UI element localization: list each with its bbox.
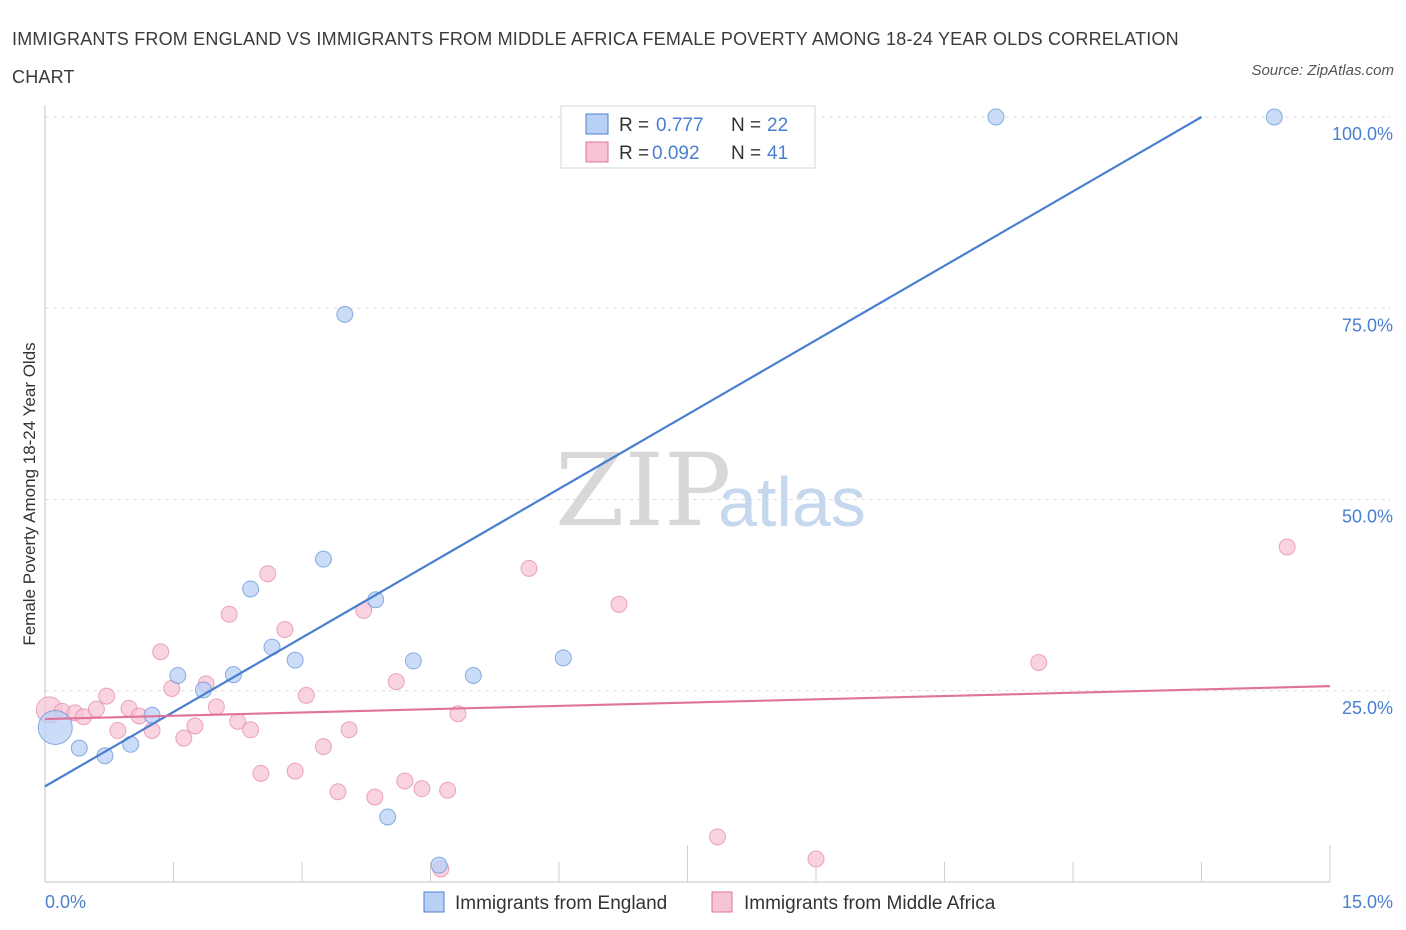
africa-point	[175, 729, 193, 747]
england-point	[314, 550, 332, 568]
legend-swatch-england	[585, 113, 609, 135]
england-point	[169, 666, 187, 684]
legend-n-value-africa: 41	[767, 143, 788, 164]
africa-point	[207, 698, 225, 716]
legend-n-label-england: N =	[731, 115, 761, 136]
africa-point	[329, 783, 347, 801]
england-point	[122, 735, 140, 753]
africa-point	[1278, 538, 1296, 556]
africa-point	[252, 764, 270, 782]
africa-point	[413, 780, 431, 798]
africa-point	[807, 850, 825, 868]
england-point	[404, 652, 422, 670]
legend-r-label-africa: R =	[619, 143, 649, 164]
legend-r-value-africa: 0.092	[652, 143, 700, 164]
africa-point	[259, 565, 277, 583]
y-tick-label-50: 50.0%	[1342, 507, 1393, 527]
gridlines	[45, 116, 1390, 692]
england-trend-line	[44, 116, 1203, 788]
england-point	[37, 709, 73, 745]
africa-point	[242, 721, 260, 739]
england-point	[1265, 108, 1283, 126]
x-tick-marks	[173, 845, 1331, 882]
series-legend-label-africa: Immigrants from Middle Africa	[744, 893, 996, 914]
watermark-atlas: atlas	[718, 463, 866, 541]
watermark-zip: ZIP	[555, 432, 731, 549]
africa-point	[366, 788, 384, 806]
series-legend: Immigrants from England Immigrants from …	[423, 891, 996, 914]
y-tick-label-25: 25.0%	[1342, 698, 1393, 718]
england-point	[286, 651, 304, 669]
africa-point	[276, 621, 294, 639]
africa-point	[152, 643, 170, 661]
africa-point	[396, 772, 414, 790]
africa-point	[520, 559, 538, 577]
y-tick-label-100: 100.0%	[1332, 124, 1393, 144]
africa-point	[610, 595, 628, 613]
africa-point	[1030, 653, 1048, 671]
series-legend-swatch-africa	[711, 891, 733, 913]
africa-point	[439, 781, 457, 799]
legend-r-value-england: 0.777	[656, 115, 704, 136]
england-point	[242, 580, 260, 598]
africa-trend-line	[44, 685, 1331, 721]
africa-point	[220, 605, 238, 623]
chart-title: IMMIGRANTS FROM ENGLAND VS IMMIGRANTS FR…	[12, 29, 1179, 87]
data-points	[35, 108, 1296, 878]
y-tick-labels: 100.0% 75.0% 50.0% 25.0%	[1332, 124, 1393, 718]
y-tick-label-75: 75.0%	[1342, 315, 1393, 335]
africa-point	[708, 828, 726, 846]
y-axis-label: Female Poverty Among 18-24 Year Olds	[20, 342, 39, 645]
england-point	[379, 808, 397, 826]
england-point	[464, 666, 482, 684]
x-tick-label-min: 0.0%	[45, 892, 86, 912]
africa-point	[109, 722, 127, 740]
stats-legend: R = 0.777 N = 22 R = 0.092 N = 41	[560, 105, 816, 169]
england-point	[987, 108, 1005, 126]
africa-point	[87, 700, 105, 718]
legend-n-value-england: 22	[767, 115, 788, 136]
africa-point	[98, 687, 116, 705]
legend-swatch-africa	[585, 141, 609, 163]
source-label: Source: ZipAtlas.com	[1251, 62, 1394, 79]
legend-n-label-africa: N =	[731, 143, 761, 164]
trend-lines	[44, 116, 1331, 788]
england-point	[430, 856, 448, 874]
africa-point	[340, 721, 358, 739]
africa-point	[286, 762, 304, 780]
africa-point	[186, 717, 204, 735]
series-legend-swatch-england	[423, 891, 445, 913]
africa-point	[387, 673, 405, 691]
series-legend-label-england: Immigrants from England	[455, 893, 667, 914]
africa-point	[314, 738, 332, 756]
x-tick-label-max: 15.0%	[1342, 892, 1393, 912]
africa-point	[449, 705, 467, 723]
england-point	[336, 305, 354, 323]
africa-point	[297, 686, 315, 704]
england-point	[70, 739, 88, 757]
england-point	[554, 649, 572, 667]
africa-point	[75, 708, 93, 726]
legend-r-label-england: R =	[619, 115, 649, 136]
